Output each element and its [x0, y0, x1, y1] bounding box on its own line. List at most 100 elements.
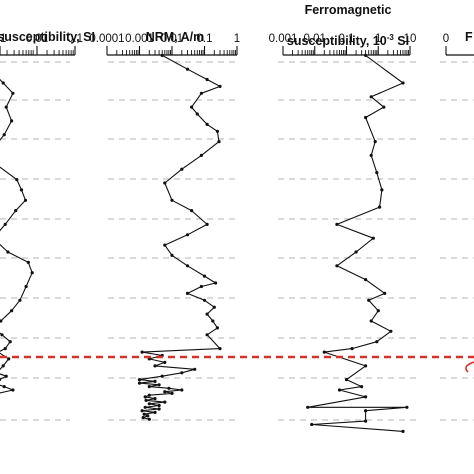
- data-point: [405, 405, 409, 409]
- data-point: [360, 385, 364, 389]
- data-point: [10, 119, 14, 123]
- data-point: [218, 347, 222, 351]
- data-point: [7, 357, 11, 361]
- data-point: [170, 198, 174, 202]
- data-point: [373, 140, 377, 144]
- data-point: [170, 391, 174, 395]
- data-point: [4, 374, 8, 378]
- data-point: [199, 153, 203, 157]
- data-point: [24, 284, 28, 289]
- data-point: [369, 95, 373, 99]
- x-tick-label: 0.01: [304, 33, 326, 45]
- data-point: [142, 412, 146, 416]
- data-point: [170, 253, 174, 257]
- data-point: [401, 429, 405, 433]
- data-point: [218, 84, 222, 88]
- data-point: [371, 236, 375, 240]
- grid-lines: [0, 61, 474, 421]
- data-point: [383, 291, 387, 295]
- data-point: [14, 209, 18, 213]
- x-tick-label: 01: [0, 33, 6, 45]
- data-point: [153, 410, 157, 414]
- data-point: [4, 105, 8, 109]
- data-point: [211, 319, 215, 323]
- data-point: [15, 178, 19, 182]
- data-point: [3, 347, 7, 351]
- x-tick-label: 0.0001: [89, 33, 124, 45]
- data-point: [144, 398, 148, 402]
- data-point: [163, 400, 167, 404]
- panel-nrm: 0.0001 0.001 0.01 0.1 1 NRM, A/m: [89, 30, 240, 421]
- data-point: [180, 167, 184, 171]
- data-point: [143, 395, 147, 399]
- x-tick-label: 0.01: [161, 33, 183, 45]
- data-point: [26, 260, 30, 264]
- data-point: [205, 312, 209, 316]
- data-point: [185, 233, 190, 237]
- panel-title: NRM, A/m: [146, 30, 205, 44]
- data-point: [157, 403, 161, 408]
- data-point: [367, 298, 371, 302]
- data-point: [310, 422, 314, 427]
- data-point: [160, 53, 164, 58]
- data-point: [195, 112, 199, 116]
- data-point: [217, 140, 221, 144]
- data-point: [137, 378, 142, 382]
- data-point: [335, 264, 339, 268]
- data-point: [140, 409, 144, 413]
- data-point: [322, 350, 326, 354]
- panel-ferromagnetic-susceptibility: 0.001 0.01 0.1 1 10 Ferromagnetic susceptibili…: [269, 3, 416, 433]
- data-point: [2, 133, 6, 137]
- data-point: [1, 364, 5, 368]
- data-point: [140, 350, 144, 354]
- data-point: [11, 388, 15, 392]
- data-point: [160, 374, 164, 378]
- data-point: [215, 129, 219, 133]
- data-point: [335, 222, 339, 226]
- data-point: [306, 405, 310, 409]
- x-tick-label: 0.01: [26, 33, 48, 45]
- x-tick-label: 1: [234, 33, 240, 45]
- data-point: [143, 405, 147, 409]
- data-point: [199, 284, 203, 289]
- data-point: [147, 417, 151, 421]
- data-point: [364, 395, 368, 399]
- data-point: [199, 91, 203, 95]
- data-point: [147, 385, 151, 389]
- x-tick-label: 0: [443, 33, 449, 45]
- data-point: [354, 250, 358, 254]
- data-point: [153, 379, 157, 383]
- data-point: [11, 91, 15, 95]
- x-tick-label: 0.001: [269, 33, 298, 45]
- data-point: [23, 198, 28, 202]
- data-point: [376, 309, 380, 313]
- data-point: [146, 414, 150, 418]
- data-point: [157, 407, 161, 411]
- data-point: [180, 388, 184, 392]
- x-tick-label: 0.1: [67, 33, 83, 45]
- data-point: [185, 291, 190, 295]
- data-point: [378, 205, 382, 209]
- data-point: [153, 364, 157, 368]
- data-point: [185, 67, 190, 71]
- data-point: [202, 274, 207, 278]
- data-point: [380, 188, 384, 192]
- data-point: [153, 397, 157, 401]
- data-point: [1, 81, 5, 85]
- data-point: [190, 105, 194, 109]
- panel-title: Ferromagnetic: [305, 3, 392, 17]
- x-tick-label: 0.1: [197, 33, 213, 45]
- data-point: [0, 333, 4, 337]
- data-point: [205, 222, 209, 226]
- data-point: [3, 222, 7, 226]
- data-point: [205, 333, 209, 337]
- data-point: [180, 371, 184, 375]
- data-point: [375, 340, 379, 344]
- data-point: [147, 393, 151, 397]
- data-point: [369, 319, 373, 323]
- x-tick-label: 1: [375, 33, 381, 45]
- panel-title: susceptibility, 10-3 SI: [287, 33, 409, 48]
- data-point: [185, 264, 190, 268]
